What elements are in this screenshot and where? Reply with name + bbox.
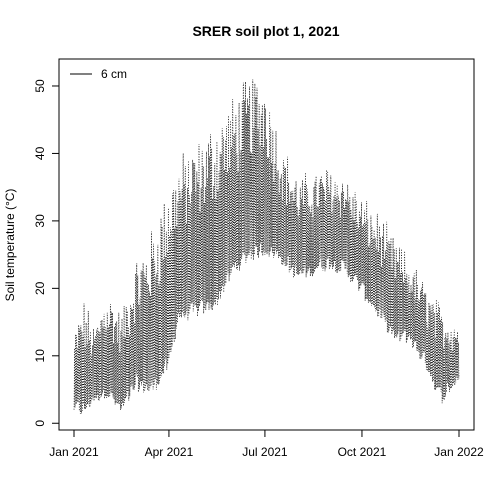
y-tick-label: 50 bbox=[33, 79, 47, 93]
x-axis: Jan 2021 Apr 2021 Jul 2021 Oct 2021 Jan 2022 bbox=[49, 429, 484, 459]
x-tick-label: Apr 2021 bbox=[145, 445, 194, 459]
y-tick-label: 10 bbox=[33, 349, 47, 363]
legend-label: 6 cm bbox=[101, 67, 127, 81]
chart-title: SRER soil plot 1, 2021 bbox=[192, 23, 339, 39]
series-layer bbox=[73, 79, 460, 414]
y-tick-label: 20 bbox=[33, 281, 47, 295]
y-axis: 0 10 20 30 40 50 bbox=[33, 79, 60, 427]
y-tick-label: 0 bbox=[33, 420, 47, 427]
x-tick-label: Jul 2021 bbox=[242, 445, 288, 459]
y-tick-label: 30 bbox=[33, 214, 47, 228]
x-tick-label: Jan 2022 bbox=[434, 445, 484, 459]
legend: 6 cm bbox=[70, 67, 127, 81]
y-axis-label: Soil temperature (°C) bbox=[3, 189, 17, 302]
y-tick-label: 40 bbox=[33, 146, 47, 160]
x-tick-label: Jan 2021 bbox=[49, 445, 99, 459]
series-line-6cm bbox=[73, 79, 460, 414]
x-tick-label: Oct 2021 bbox=[338, 445, 387, 459]
